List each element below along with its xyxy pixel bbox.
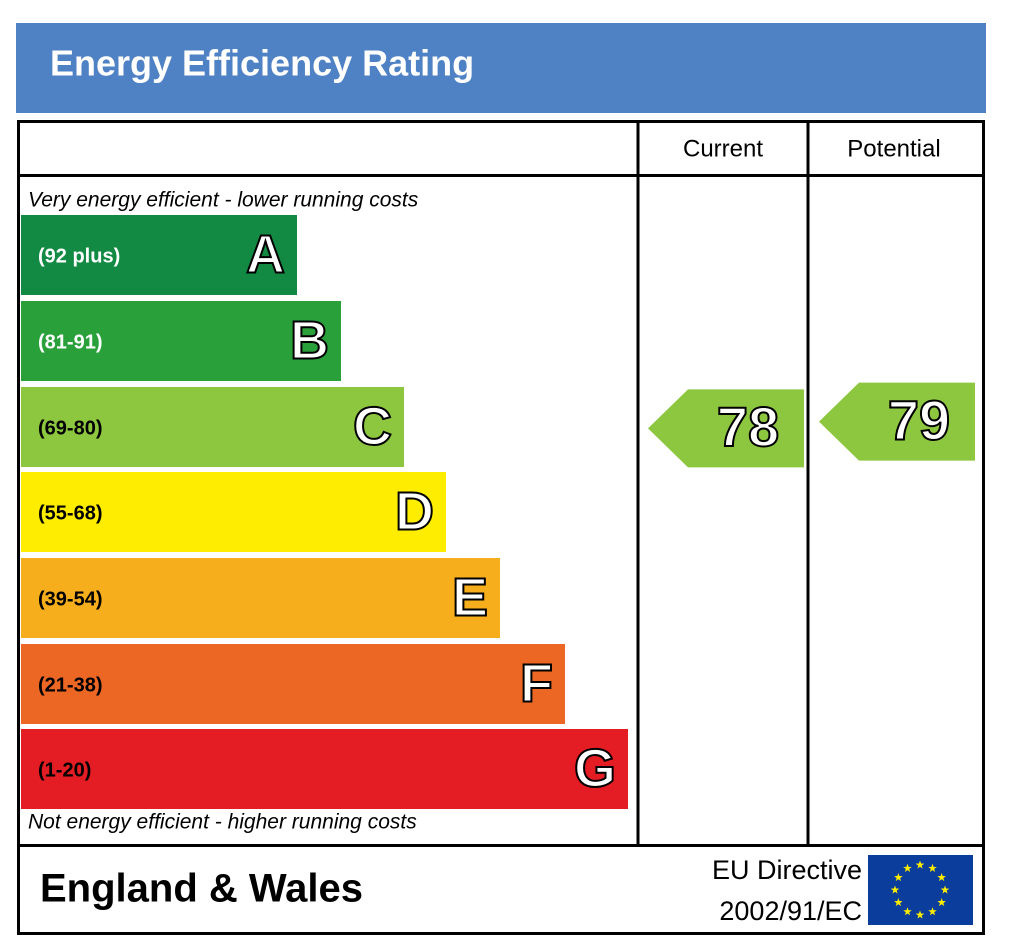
band — [21, 472, 446, 552]
band-range: (55-68) — [38, 502, 102, 524]
rating-value: 78 — [717, 395, 779, 458]
star — [928, 863, 937, 872]
star — [903, 907, 912, 916]
band-range: (1-20) — [38, 759, 91, 781]
band-letter: F — [520, 653, 553, 713]
top-note: Very energy efficient - lower running co… — [28, 189, 419, 212]
directive-code: 2002/91/EC — [719, 896, 862, 926]
star — [915, 860, 925, 869]
band-letter: E — [452, 567, 488, 627]
star — [915, 910, 925, 919]
directive: EU Directive — [712, 855, 862, 885]
star — [894, 873, 903, 882]
rating-arrow — [648, 389, 804, 468]
band — [21, 215, 297, 295]
title-bar — [16, 23, 986, 113]
star — [937, 898, 946, 907]
star — [894, 898, 903, 907]
rating-arrow — [819, 382, 975, 461]
band-range: (69-80) — [38, 417, 102, 439]
star — [937, 873, 946, 882]
region: England & Wales — [40, 867, 363, 911]
band — [21, 301, 341, 381]
band-range: (39-54) — [38, 588, 102, 610]
column-header: Current — [683, 135, 763, 162]
bottom-note: Not energy efficient - higher running co… — [28, 811, 417, 834]
eu-flag — [868, 855, 973, 925]
band-letter: A — [246, 224, 285, 284]
frame — [17, 120, 985, 935]
band-letter: D — [395, 481, 434, 541]
star — [903, 863, 912, 872]
band-letter: C — [353, 396, 392, 456]
title: Energy Efficiency Rating — [50, 43, 474, 84]
band-letter: G — [574, 738, 616, 798]
band — [21, 644, 565, 724]
band — [21, 729, 628, 809]
band-range: (92 plus) — [38, 245, 120, 267]
band — [21, 558, 500, 638]
star — [940, 885, 950, 894]
column-header: Potential — [847, 135, 940, 162]
rating-value: 79 — [888, 388, 950, 451]
star — [890, 885, 900, 894]
band — [21, 387, 404, 467]
star — [928, 907, 937, 916]
band-range: (81-91) — [38, 331, 102, 353]
band-letter: B — [290, 310, 329, 370]
band-range: (21-38) — [38, 674, 102, 696]
